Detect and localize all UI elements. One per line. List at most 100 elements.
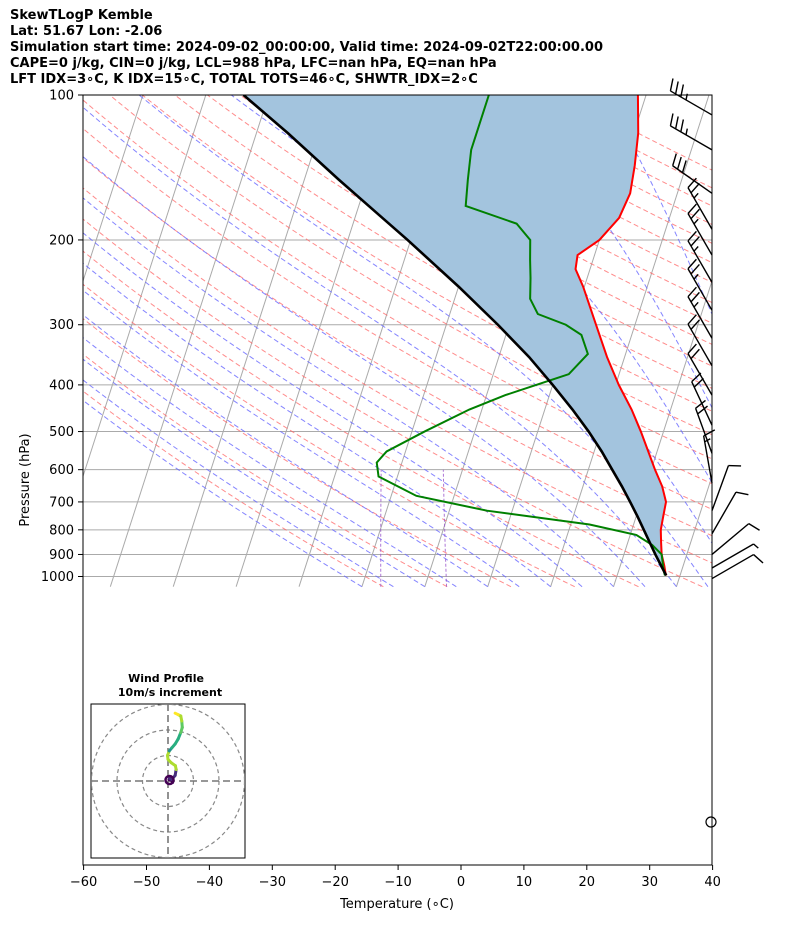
wind-barb-flag [753, 554, 764, 564]
x-tick-label: −20 [321, 875, 348, 890]
wind-barb [694, 399, 713, 454]
wind-barb [687, 314, 713, 367]
moist-adiabat-line [83, 379, 394, 588]
wind-barb-staff [687, 213, 713, 256]
moist-adiabat-line [138, 95, 709, 587]
wind-barb-flag [735, 491, 749, 496]
wind-barb-flag [687, 314, 697, 325]
moist-adiabat-line [83, 106, 677, 588]
y-tick-label: 600 [49, 463, 74, 478]
station-title: SkewTLogP Kemble [10, 8, 153, 23]
moist-adiabat-line [83, 336, 457, 588]
isotherm-line [0, 95, 17, 587]
wind-barb-flag [748, 523, 760, 531]
wind-barb-staff [702, 435, 713, 484]
wind-barb-flag [687, 258, 697, 270]
simulation-times: Simulation start time: 2024-09-02_00:00:… [10, 40, 603, 55]
wind-barb-staff [670, 125, 713, 151]
y-tick-label: 200 [49, 233, 74, 248]
moist-adiabat-line [495, 95, 712, 409]
wind-barb-flag [690, 208, 700, 220]
hodograph-surface-loop [164, 774, 175, 786]
wind-barb-flag [674, 81, 679, 95]
wind-barb [711, 464, 742, 511]
x-tick-label: 40 [704, 875, 721, 890]
wind-barb-staff [687, 187, 713, 230]
profile-lines [242, 95, 668, 577]
wind-barb-flag [672, 153, 677, 166]
wind-barb-half-flag [693, 301, 699, 308]
wind-barb-flag [687, 230, 697, 242]
wind-barb-flag [681, 160, 687, 173]
wind-barb-flag [687, 177, 697, 189]
wind-barb-flag [693, 377, 704, 388]
wind-barb [691, 372, 713, 426]
x-tick-label: −30 [259, 875, 286, 890]
wind-barb-flag [690, 319, 700, 330]
wind-barb-half-flag [753, 543, 759, 549]
y-tick-label: 400 [49, 378, 74, 393]
cape-area [243, 95, 667, 576]
wind-barb-staff [687, 296, 713, 339]
wind-barbs [669, 78, 764, 828]
axes: −60 −50 −40 −30 −20 −10 0 10 20 30 40 100 200 300 400 5… [41, 89, 721, 891]
y-tick-label: 1000 [41, 570, 74, 585]
moist-adiabat-line [83, 262, 551, 588]
wind-barb-flag [703, 429, 716, 437]
wind-barb-flag [690, 236, 700, 247]
wind-barb-staff [711, 465, 730, 511]
y-tick-label: 700 [49, 495, 74, 510]
wind-barb-staff [711, 523, 750, 556]
isotherm-line [739, 95, 794, 587]
wind-barb-staff [687, 268, 713, 311]
x-tick-label: 10 [516, 875, 533, 890]
dry-adiabat-line [83, 187, 712, 564]
wind-barb [711, 491, 749, 535]
x-tick-label: 20 [579, 875, 596, 890]
wind-barb-staff [687, 323, 713, 367]
wind-barb [711, 523, 760, 556]
isotherm-line [83, 95, 207, 478]
x-tick-label: 30 [641, 875, 658, 890]
wind-barb [687, 258, 713, 311]
wind-barb [687, 203, 713, 256]
moist-adiabat-line [83, 289, 520, 588]
wind-barb-staff [711, 491, 737, 535]
wind-barb-flag [676, 156, 682, 170]
wind-barb [711, 553, 764, 580]
stability-indices: LFT IDX=3∘C, K IDX=15∘C, TOTAL TOTS=46∘C… [10, 72, 478, 87]
moist-adiabat-line [83, 358, 426, 588]
hodograph-trace-segment [173, 711, 180, 717]
hodograph-plot [91, 704, 245, 858]
wind-barb-flag [669, 78, 674, 92]
wind-barb-flag [680, 119, 685, 133]
wind-barb-flag [687, 203, 697, 214]
dry-adiabat-line [83, 318, 512, 588]
isotherm-line [550, 95, 710, 587]
stability-parameters: CAPE=0 j/kg, CIN=0 j/kg, LCL=988 hPa, LF… [10, 56, 497, 71]
wind-barb-half-flag [685, 128, 688, 136]
wind-barb [711, 543, 759, 569]
wind-barb-flag [690, 264, 700, 275]
moist-adiabat-line [83, 197, 614, 588]
x-tick-label: −40 [196, 875, 223, 890]
dewpoint-line [375, 95, 666, 576]
wind-barb [669, 113, 713, 151]
wind-barb-staff [711, 543, 754, 569]
x-tick-label: −10 [384, 875, 411, 890]
wind-barb-staff [694, 408, 713, 454]
x-axis-label: Temperature (∘C) [339, 897, 454, 912]
wind-barb-staff [672, 165, 713, 194]
wind-barb-half-flag [693, 246, 699, 252]
wind-barb-flag [690, 182, 700, 194]
wind-barb-flag [687, 286, 697, 298]
wind-barb [669, 78, 713, 116]
isotherm-line [109, 95, 270, 587]
wind-barb-flag [691, 372, 702, 383]
wind-barb-flag [695, 399, 706, 409]
wind-barb-half-flag [693, 218, 699, 225]
wind-barb-flag [690, 291, 700, 303]
cin-shading [243, 95, 667, 576]
x-tick-label: 0 [457, 875, 465, 890]
